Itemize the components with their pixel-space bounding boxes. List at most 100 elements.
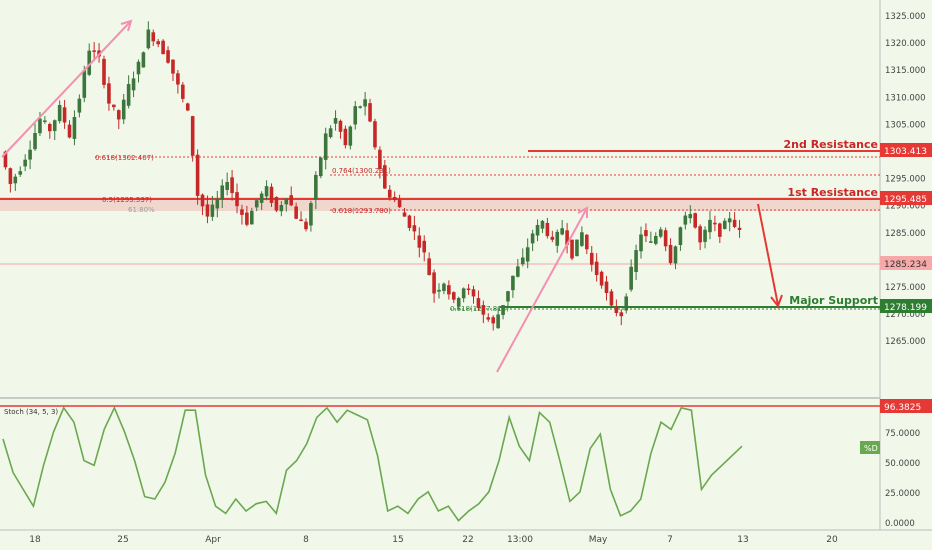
trend-arrows xyxy=(1,19,588,373)
stoch-tick-label: 75.0000 xyxy=(885,429,920,439)
candle-body xyxy=(644,230,648,237)
candle-body xyxy=(713,222,717,225)
candle-body xyxy=(107,83,111,104)
candle-body xyxy=(708,219,712,233)
candle-body xyxy=(166,50,170,63)
candle-body xyxy=(732,219,737,228)
candle-body xyxy=(614,307,619,314)
price-tick-label: 1290.000 xyxy=(885,202,926,212)
candle-body xyxy=(195,154,200,196)
candle-body xyxy=(466,288,471,291)
candle-body xyxy=(156,41,160,45)
candle-body xyxy=(353,106,358,125)
time-tick-label: Apr xyxy=(205,535,221,545)
candle-body xyxy=(38,118,42,134)
stoch-axis[interactable]: 75.0000 50.0000 25.0000 0.0000 xyxy=(885,429,920,529)
candle-body xyxy=(589,252,594,265)
candle-body xyxy=(383,165,387,189)
candle-body xyxy=(318,157,323,177)
candle-body xyxy=(560,228,564,235)
candle-body xyxy=(126,84,131,106)
candle-body xyxy=(486,317,491,320)
candle-body xyxy=(535,224,540,236)
resistance-2-price: 1303.413 xyxy=(884,147,927,157)
candle-body xyxy=(348,126,353,146)
candle-body xyxy=(289,195,294,206)
candle-body xyxy=(688,213,693,219)
time-tick-label: May xyxy=(589,535,608,545)
candle-body xyxy=(77,98,82,113)
candle-body xyxy=(284,198,289,205)
candle-body xyxy=(3,151,8,168)
candle-body xyxy=(176,73,180,85)
candle-body xyxy=(82,70,87,98)
candle-body xyxy=(678,227,683,246)
indicator-label[interactable]: Stoch (34, 5, 3) xyxy=(4,408,58,416)
candle-body xyxy=(304,221,308,230)
resistance-1-price: 1295.485 xyxy=(884,195,927,205)
candle-body xyxy=(501,305,505,315)
candle-body xyxy=(200,194,205,207)
stoch-k-label: %D xyxy=(864,444,878,453)
candle-body xyxy=(245,212,249,225)
candle-body xyxy=(402,212,407,217)
price-tick-label: 1315.000 xyxy=(885,66,926,76)
candle-body xyxy=(314,174,318,200)
fib-label: 0.618(1293.780) xyxy=(332,207,391,215)
price-tick-label: 1265.000 xyxy=(885,337,926,347)
candle-body xyxy=(481,305,486,315)
price-tick-label: 1305.000 xyxy=(885,120,926,130)
candle-body xyxy=(540,220,545,229)
candle-body xyxy=(737,227,742,230)
fib-label: 61.80% xyxy=(128,206,155,214)
candle-body xyxy=(264,186,269,197)
stoch-tick-label: 50.0000 xyxy=(885,459,920,469)
time-axis[interactable]: 18 25 Apr 8 15 22 13:00 May 7 13 20 xyxy=(29,535,838,545)
candle-body xyxy=(427,258,431,275)
candle-body xyxy=(225,182,229,190)
current-price: 1285.234 xyxy=(884,260,927,270)
candle-body xyxy=(447,285,451,295)
candle-body xyxy=(254,200,259,208)
time-tick-label: 22 xyxy=(462,535,473,545)
candle-body xyxy=(171,59,175,74)
projection-arrow-line xyxy=(757,203,779,306)
candle-body xyxy=(530,233,535,244)
candle-body xyxy=(624,296,629,311)
trend-arrow-up-1 xyxy=(1,21,131,158)
candle-body xyxy=(52,120,57,132)
resistance-2-tag: 1303.413 xyxy=(880,143,932,157)
price-tick-label: 1275.000 xyxy=(885,283,926,293)
candle-body xyxy=(471,289,476,297)
projection-arrow xyxy=(757,203,783,309)
candle-body xyxy=(639,234,643,252)
candle-body xyxy=(397,199,402,208)
candle-body xyxy=(506,291,510,302)
trend-arrow-head xyxy=(120,19,133,32)
candle-body xyxy=(230,177,234,194)
candle-body xyxy=(57,105,62,122)
fib-label: 0.618(1277.813) xyxy=(450,305,509,313)
candle-body xyxy=(136,61,141,75)
candle-body xyxy=(323,133,328,160)
candle-body xyxy=(181,84,185,99)
candle-body xyxy=(722,220,727,229)
candle-body xyxy=(412,225,417,232)
candle-body xyxy=(220,185,225,200)
candle-body xyxy=(703,229,707,242)
candle-body xyxy=(116,110,121,120)
projection-arrow-head xyxy=(770,294,783,309)
candle-body xyxy=(387,189,392,198)
candle-body xyxy=(23,159,27,167)
candle-body xyxy=(72,116,77,139)
candle-body xyxy=(235,192,239,207)
stoch-k-badge[interactable]: %D xyxy=(860,441,880,454)
resistance-2-label: 2nd Resistance xyxy=(784,138,878,151)
support-price: 1278.199 xyxy=(884,303,927,313)
candle-body xyxy=(683,215,688,225)
candle-body xyxy=(565,230,569,245)
candle-body xyxy=(294,206,298,219)
candle-body xyxy=(299,219,303,222)
candle-body xyxy=(451,292,456,300)
